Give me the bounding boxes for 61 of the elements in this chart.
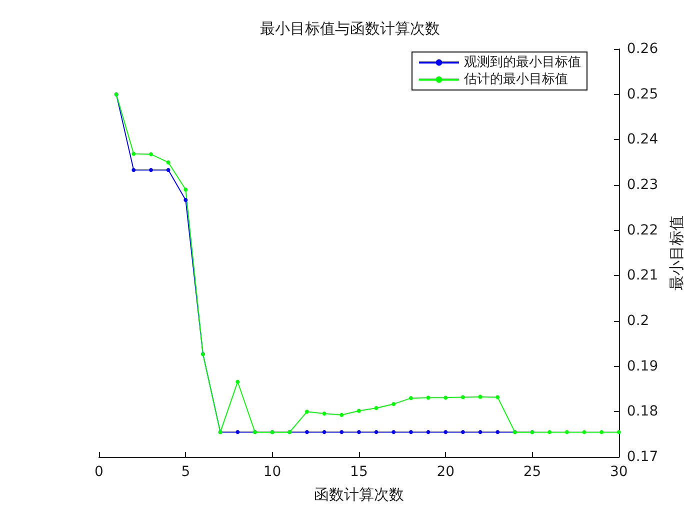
point [496,395,500,400]
point [408,396,413,400]
y-tick-label: 0.2 [626,313,650,329]
point [392,430,396,434]
point [408,430,413,434]
point [426,430,430,434]
legend-label: 观测到的最小目标值 [464,55,581,70]
point [322,430,326,434]
y-tick-label: 0.23 [626,177,658,193]
point [460,430,465,434]
point [184,188,188,192]
point [374,430,378,434]
point [582,430,586,434]
y-tick-label: 0.22 [626,222,658,238]
point [356,408,361,413]
y-tick-label: 0.18 [626,404,658,420]
point [304,430,309,434]
x-tick-label: 0 [94,464,104,480]
y-tick-label: 0.24 [626,132,658,148]
point [444,430,448,434]
x-tick-label: 10 [263,464,282,480]
x-tick-label: 5 [181,464,190,480]
point [340,430,344,434]
point [340,412,344,417]
y-tick-label: 0.25 [626,86,658,102]
point [356,430,361,434]
point [322,411,326,416]
chart-title: 最小目标值与函数计算次数 [260,20,440,38]
point [478,430,482,434]
y-tick-label: 0.19 [626,358,658,374]
point [548,430,552,434]
x-tick-label: 30 [610,464,628,480]
point [444,396,448,400]
point [460,395,465,400]
point [392,402,396,406]
point [184,198,188,202]
point [148,168,153,172]
point [374,406,378,410]
point [236,380,240,384]
y-tick-label: 0.17 [626,449,658,465]
point [496,430,500,434]
y-tick-label: 0.26 [626,41,658,57]
x-tick-label: 15 [350,464,368,480]
point [600,430,604,434]
point [478,394,482,399]
legend-label: 估计的最小目标值 [463,72,568,87]
point [166,160,170,164]
point [426,396,430,400]
x-tick-label: 20 [436,464,455,480]
point [166,168,170,172]
point [564,430,569,434]
point [148,152,153,156]
point [304,410,309,414]
point [132,152,136,156]
y-tick-label: 0.21 [626,268,658,284]
x-tick-label: 25 [523,464,542,480]
point [616,430,621,434]
x-axis-title: 函数计算次数 [314,486,404,504]
y-axis-title: 最小目标值 [668,216,686,290]
point [132,168,136,172]
point [236,430,240,434]
